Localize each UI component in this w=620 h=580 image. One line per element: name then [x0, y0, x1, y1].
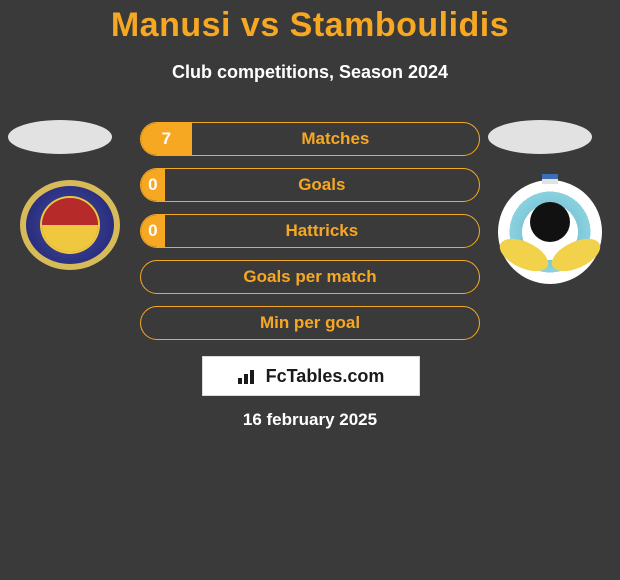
publish-date: 16 february 2025	[0, 410, 620, 430]
crest-right-flag-icon	[542, 174, 558, 184]
stat-bar-label: Goals	[165, 175, 479, 195]
club-crest-left	[20, 180, 120, 270]
stat-bar-hattricks: 0 Hattricks	[140, 214, 480, 248]
stat-bar-fill: 0	[141, 169, 165, 201]
stat-bar-label: Matches	[192, 129, 479, 149]
stat-bar-matches: 7 Matches	[140, 122, 480, 156]
stat-bar-fill: 0	[141, 215, 165, 247]
stat-bar-goals-per-match: Goals per match	[140, 260, 480, 294]
crest-left-inner-icon	[42, 198, 98, 252]
stat-bar-min-per-goal: Min per goal	[140, 306, 480, 340]
stat-bar-fill: 7	[141, 123, 192, 155]
club-crest-right	[498, 180, 602, 284]
stat-bar-label: Hattricks	[165, 221, 479, 241]
ball-icon	[530, 202, 570, 242]
bar-chart-icon	[238, 368, 258, 384]
country-flag-left	[8, 120, 112, 154]
stat-bar-label: Goals per match	[141, 267, 479, 287]
stat-bar-goals: 0 Goals	[140, 168, 480, 202]
country-flag-right	[488, 120, 592, 154]
page-subtitle: Club competitions, Season 2024	[0, 62, 620, 83]
stat-bar-label: Min per goal	[141, 313, 479, 333]
brand-attribution[interactable]: FcTables.com	[202, 356, 420, 396]
comparison-card: Manusi vs Stamboulidis Club competitions…	[0, 0, 620, 580]
brand-text: FcTables.com	[266, 366, 385, 387]
page-title: Manusi vs Stamboulidis	[0, 6, 620, 45]
